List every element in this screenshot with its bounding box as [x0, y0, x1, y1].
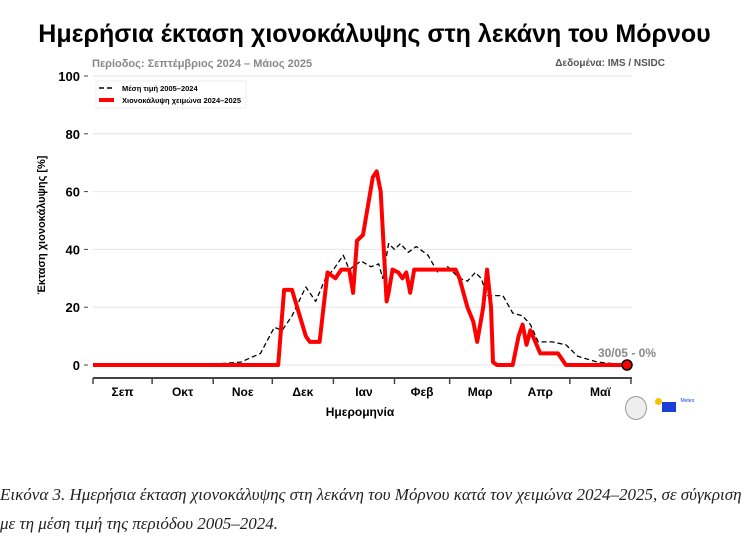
y-axis-label: Έκταση χιονοκάλυψης [%] [36, 155, 48, 294]
end-point-annotation: 30/05 - 0% [598, 346, 656, 360]
y-tick-label: 20 [66, 300, 80, 315]
y-tick-label: 40 [66, 242, 80, 257]
y-tick-label: 0 [73, 358, 80, 373]
end-point-marker [621, 359, 633, 371]
y-tick-label: 80 [66, 127, 80, 142]
chart-subtitle: Περίοδος: Σεπτέμβριος 2024 – Μάιος 2025 [92, 58, 313, 70]
legend-label-mean: Μέση τιμή 2005–2024 [122, 84, 198, 93]
university-seal-logo [625, 396, 647, 420]
x-tick-label: Απρ [528, 385, 553, 399]
meteo-logo: Meteo [655, 398, 694, 417]
meteo-logo-text: Meteo [680, 398, 695, 404]
legend-label-current: Χιονοκάλυψη χειμώνα 2024–2025 [122, 96, 241, 105]
x-tick-label: Μαϊ [590, 385, 611, 399]
figure-caption: Εικόνα 3. Ημερήσια έκταση χιονοκάλυψης σ… [0, 485, 742, 533]
data-source: Δεδομένα: IMS / NSIDC [555, 58, 665, 69]
x-axis-label: Ημερομηνία [326, 405, 395, 419]
series-line-mean [93, 242, 628, 366]
x-tick-label: Νοε [232, 385, 254, 399]
x-tick-label: Μαρ [468, 385, 493, 399]
x-tick-label: Ιαν [355, 385, 373, 399]
sun-icon [655, 398, 662, 405]
y-tick-label: 60 [66, 185, 80, 200]
x-tick-label: Οκτ [172, 385, 194, 399]
series-line-current [93, 169, 627, 367]
m-icon [662, 402, 676, 412]
chart-title: Ημερήσια έκταση χιονοκάλυψης στη λεκάνη … [38, 20, 711, 48]
x-tick-label: Σεπ [112, 385, 134, 399]
y-tick-label: 100 [58, 69, 80, 84]
x-tick-label: Φεβ [411, 385, 434, 399]
x-tick-label: Δεκ [292, 385, 313, 399]
legend-box [95, 80, 247, 109]
